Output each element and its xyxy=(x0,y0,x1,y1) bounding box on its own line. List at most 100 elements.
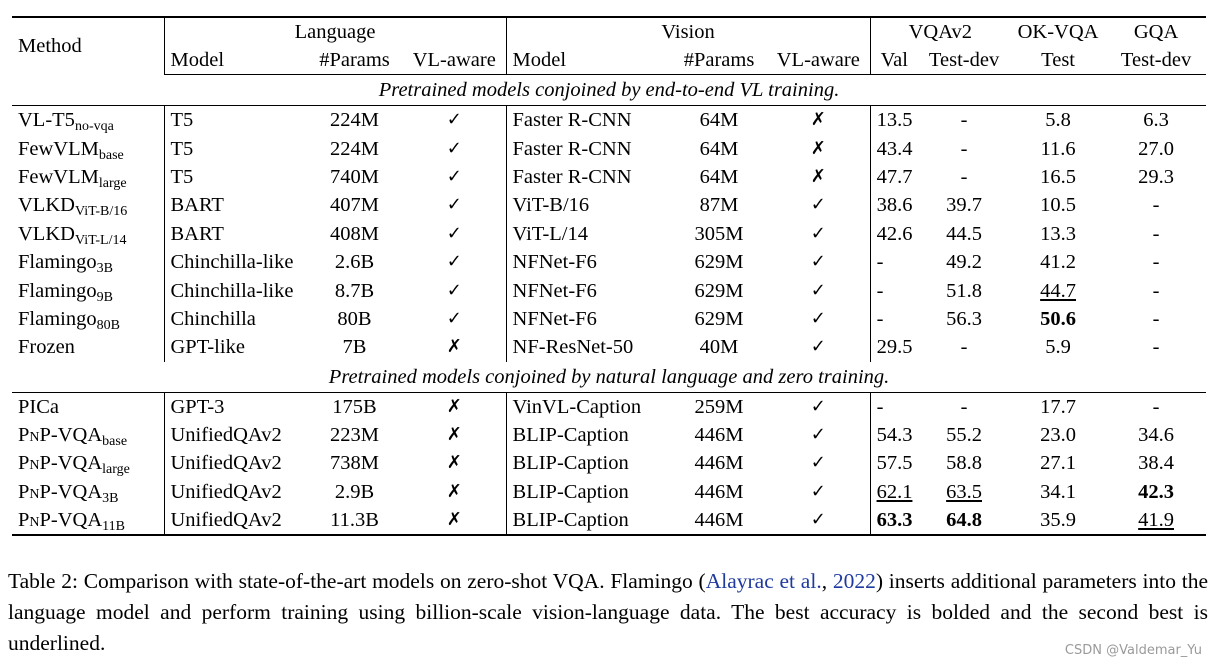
lp-cell: 7B xyxy=(342,336,367,359)
lp-cell: 407M xyxy=(330,194,379,217)
gqa-cell: 34.6 xyxy=(1138,424,1174,447)
vm-cell: NFNet-F6 xyxy=(505,247,672,277)
la-cell: ✓ xyxy=(446,137,462,159)
lp-cell: 223M xyxy=(330,424,379,447)
lm-cell: BART xyxy=(163,191,306,220)
gqa-cell: - xyxy=(1152,336,1160,359)
ok-cell: 44.7 xyxy=(1040,279,1076,302)
vp-cell: 40M xyxy=(699,336,739,359)
vp-cell: 64M xyxy=(699,109,739,132)
val-header: Val xyxy=(869,46,919,75)
vp-cell: 305M xyxy=(694,222,744,245)
vm-cell: BLIP-Caption xyxy=(505,477,672,507)
td-cell: 39.7 xyxy=(946,194,982,217)
vision-header: Vision xyxy=(505,16,871,46)
table-row: PnP-VQA3B UnifiedQAv2 2.9B ✗ BLIP-Caption 446… xyxy=(12,477,1206,507)
caption-prefix: Table 2: Comparison with state-of-the-ar… xyxy=(8,569,706,593)
method-cell: VLKDViT-L/14 xyxy=(12,220,164,248)
method-cell: FewVLMbase xyxy=(12,134,164,163)
vm-cell: BLIP-Caption xyxy=(505,420,672,450)
table-row: VLKDViT-L/14 BART 408M ✓ ViT-L/14 305M ✓ 42.6 44… xyxy=(12,219,1206,248)
gqa-testdev-header: Test-dev xyxy=(1106,46,1207,75)
lm-cell: Chinchilla-like xyxy=(163,247,306,277)
val-cell: 62.1 xyxy=(869,477,919,507)
method-cell: PnP-VQAlarge xyxy=(12,449,164,477)
lm-cell: UnifiedQAv2 xyxy=(163,506,306,537)
table-row: PnP-VQAlarge UnifiedQAv2 738M ✗ BLIP-Caption… xyxy=(12,449,1206,478)
td-cell: 51.8 xyxy=(946,279,982,302)
method-subscript: 3B xyxy=(96,261,113,277)
gqa-cell: 29.3 xyxy=(1138,165,1174,188)
method-name: VLKD xyxy=(18,222,75,245)
watermark: CSDN @Valdemar_Yu xyxy=(1064,643,1202,658)
table-row: PnP-VQA11B UnifiedQAv2 11.3B ✗ BLIP-Caption 4… xyxy=(12,506,1207,537)
method-header: Method xyxy=(12,16,164,75)
val-cell: 13.5 xyxy=(869,105,919,135)
language-header: Language xyxy=(163,16,507,46)
va-cell: ✓ xyxy=(767,506,871,537)
gqa-cell: - xyxy=(1152,194,1160,217)
ok-cell: 41.2 xyxy=(1040,251,1076,274)
td-cell: - xyxy=(960,165,968,188)
method-cell: PICa xyxy=(12,392,164,421)
la-cell: ✗ xyxy=(446,480,462,502)
table-row: VLKDViT-B/16 BART 407M ✓ ViT-B/16 87M ✓ 38.6 39.… xyxy=(12,191,1206,220)
lm-cell: UnifiedQAv2 xyxy=(163,449,306,478)
ok-cell: 5.9 xyxy=(1045,336,1071,359)
citation-link[interactable]: Alayrac et al., 2022 xyxy=(706,569,876,593)
vm-cell: NFNet-F6 xyxy=(505,304,672,334)
va-cell: ✓ xyxy=(810,251,826,273)
ok-cell: 50.6 xyxy=(1040,307,1076,330)
vm-cell: BLIP-Caption xyxy=(505,449,672,478)
lm-cell: Chinchilla xyxy=(163,304,306,334)
vp-cell: 64M xyxy=(699,137,739,160)
vp-cell: 629M xyxy=(694,307,744,330)
vm-cell: BLIP-Caption xyxy=(505,506,672,537)
lang-vlaware-header: VL-aware xyxy=(403,46,507,75)
td-cell: 64.8 xyxy=(918,506,1011,537)
ok-cell: 23.0 xyxy=(1040,424,1076,447)
method-subscript: 3B xyxy=(102,490,119,506)
lang-params-header: #Params xyxy=(306,46,403,75)
lp-cell: 2.9B xyxy=(334,480,375,503)
vis-params-header: #Params xyxy=(671,46,768,75)
td-cell: 56.3 xyxy=(946,307,982,330)
vp-cell: 446M xyxy=(694,452,744,475)
ok-cell: 13.3 xyxy=(1040,222,1076,245)
comparison-table: Method Language Vision VQAv2 OK-VQA GQA … xyxy=(12,16,1207,537)
la-cell: ✓ xyxy=(446,251,462,273)
val-cell: - xyxy=(869,392,919,421)
td-cell: - xyxy=(960,137,968,160)
va-cell: ✓ xyxy=(810,452,826,474)
method-subscript: ViT-L/14 xyxy=(74,232,127,248)
vp-cell: 446M xyxy=(671,506,768,537)
va-cell: ✓ xyxy=(810,480,826,502)
method-cell: PnP-VQAbase xyxy=(12,421,164,449)
val-cell: 63.3 xyxy=(869,506,919,537)
la-cell: ✗ xyxy=(446,452,462,474)
lm-cell: Chinchilla-like xyxy=(163,276,306,305)
method-subscript: ViT-B/16 xyxy=(74,204,128,220)
method-name: Flamingo xyxy=(18,251,97,274)
lm-cell: GPT-like xyxy=(163,333,306,362)
ok-cell: 10.5 xyxy=(1040,194,1076,217)
gqa-header: GQA xyxy=(1106,16,1207,46)
vm-cell: Faster R-CNN xyxy=(505,134,672,163)
lp-cell: 224M xyxy=(330,109,379,132)
va-cell: ✓ xyxy=(810,222,826,244)
method-name: FewVLM xyxy=(18,165,99,188)
td-cell: 44.5 xyxy=(946,222,982,245)
vm-cell: NF-ResNet-50 xyxy=(505,333,672,362)
val-cell: 38.6 xyxy=(869,191,919,220)
gqa-cell: 38.4 xyxy=(1138,452,1174,475)
va-cell: ✓ xyxy=(810,424,826,446)
vqav2-header: VQAv2 xyxy=(869,16,1011,46)
ok-cell: 34.1 xyxy=(1040,480,1076,503)
method-subscript: 80B xyxy=(96,317,120,333)
vp-cell: 446M xyxy=(694,424,744,447)
method-subscript: no-vqa xyxy=(74,119,114,135)
td-cell: - xyxy=(960,395,968,418)
lp-cell: 175B xyxy=(332,395,377,418)
la-cell: ✗ xyxy=(446,336,462,358)
vm-cell: ViT-L/14 xyxy=(505,219,672,248)
